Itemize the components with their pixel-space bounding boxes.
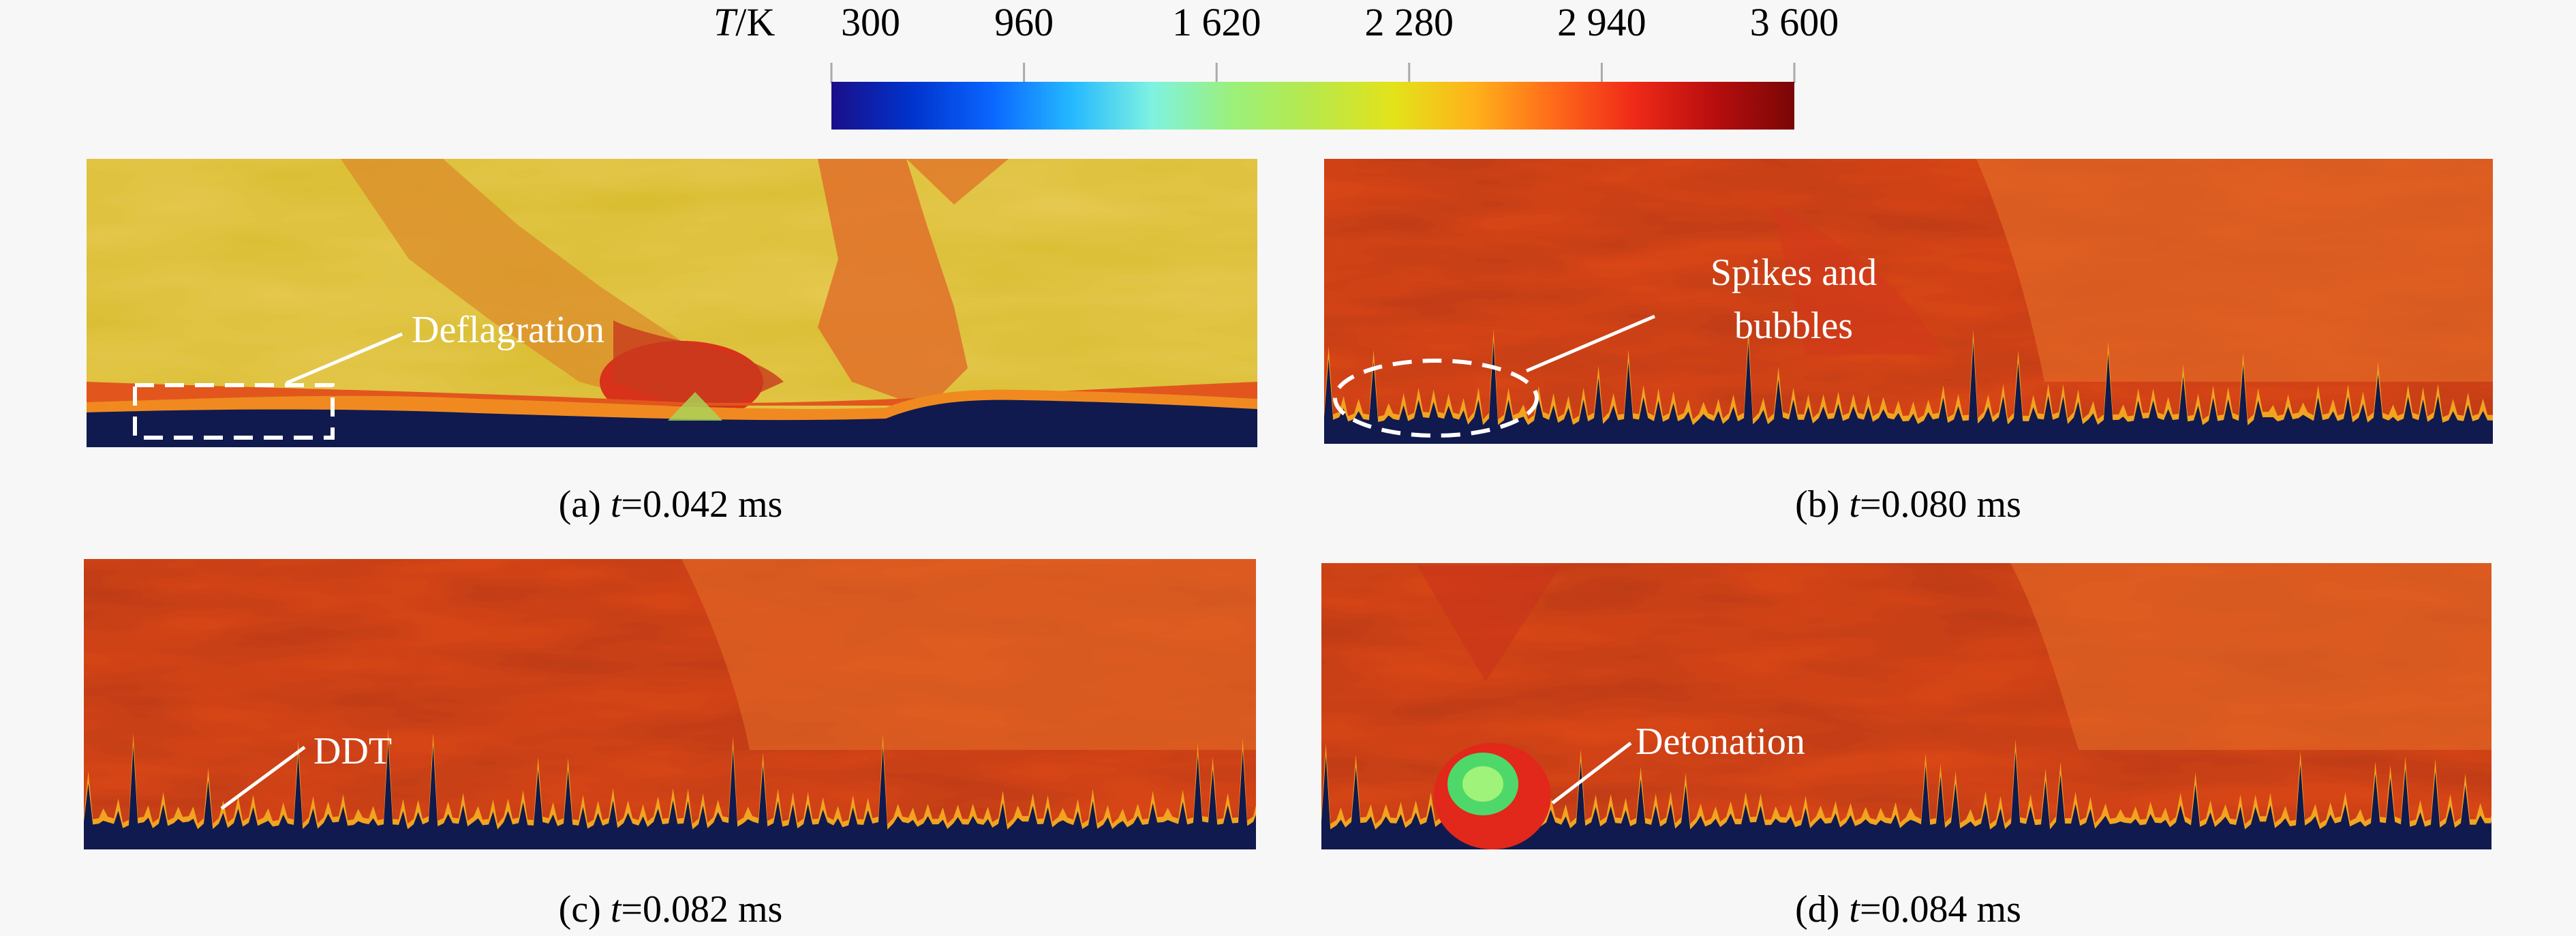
caption-a: (a) t=0.042 ms [559, 483, 783, 526]
annotation-spikes-line1: Spikes and [1711, 252, 1877, 294]
deflagration-leader-line [286, 332, 403, 385]
caption-b: (b) t=0.080 ms [1795, 483, 2021, 526]
annotation-detonation: Detonation [1636, 721, 1805, 763]
colorbar-tick-label: 300 [841, 0, 900, 44]
annotation-ddt: DDT [313, 730, 392, 772]
detonation-leader-line [1551, 742, 1632, 804]
colorbar-tick-label: 2 940 [1557, 0, 1646, 44]
caption-c: (c) t=0.082 ms [559, 888, 783, 931]
colorbar: T/K 300 960 1 620 2 280 2 940 3 600 [714, 0, 1839, 130]
colorbar-title: T/K [714, 0, 775, 44]
colorbar-tick-label: 1 620 [1172, 0, 1261, 44]
panel-c: DDT (c) t=0.082 ms [84, 559, 1256, 931]
colorbar-tick-label: 3 600 [1750, 0, 1839, 44]
colorbar-tick-labels: 300 960 1 620 2 280 2 940 3 600 [841, 0, 1839, 44]
colorbar-tick-label: 960 [994, 0, 1054, 44]
panel-d: Detonation (d) t=0.084 ms [1321, 563, 2491, 931]
panel-b: Spikes and bubbles (b) t=0.080 ms [1324, 159, 2493, 526]
panel-d-field [1321, 563, 2491, 849]
annotation-deflagration: Deflagration [412, 309, 604, 351]
colorbar-tick-marks [830, 63, 1796, 83]
caption-d: (d) t=0.084 ms [1795, 888, 2021, 931]
colorbar-tick-label: 2 280 [1365, 0, 1454, 44]
deflagration-region-marker [133, 383, 335, 440]
ddt-leader-line [220, 745, 306, 811]
panel-a-field [87, 159, 1257, 447]
panel-b-field [1324, 159, 2493, 444]
colorbar-gradient [831, 82, 1794, 130]
spikes-leader-line [1526, 314, 1655, 373]
panel-a: Deflagration (a) t=0.042 ms [87, 159, 1257, 526]
panel-c-field [84, 559, 1256, 849]
annotation-spikes-line2: bubbles [1734, 305, 1853, 347]
spikes-region-marker [1333, 359, 1539, 438]
